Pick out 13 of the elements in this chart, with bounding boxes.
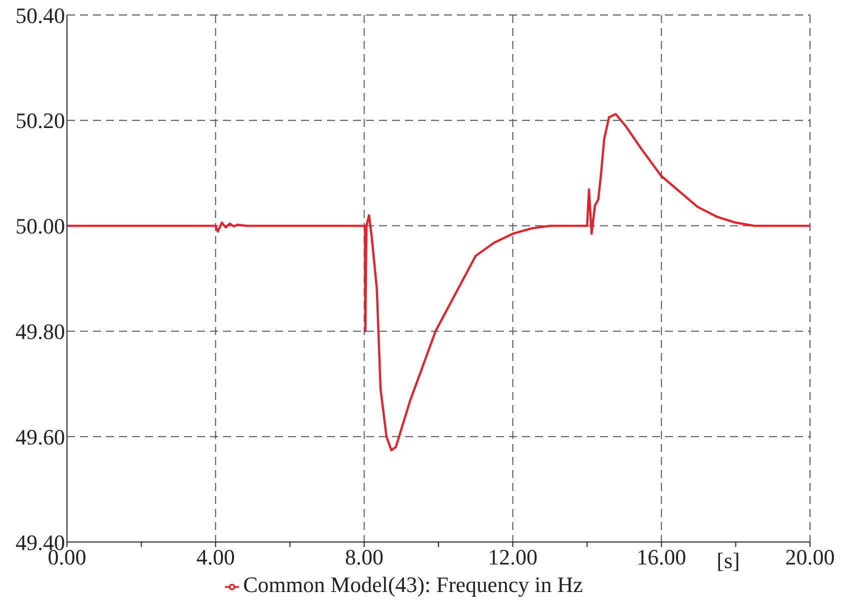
x-tick-label: 4.00	[196, 544, 235, 570]
y-tick-label: 49.80	[16, 319, 65, 344]
y-tick-label: 50.20	[16, 108, 65, 134]
x-tick-label: 12.00	[488, 544, 538, 570]
line-series	[67, 112, 810, 452]
y-tick-label: 50.00	[16, 214, 65, 239]
x-axis-title: [s]	[716, 548, 740, 573]
x-tick-label: 16.00	[636, 544, 686, 570]
y-tick-label: 49.60	[16, 424, 65, 450]
x-tick-label: 8.00	[344, 544, 384, 570]
y-tick-label: 50.40	[16, 2, 65, 28]
x-tick-label: 20.00	[785, 544, 835, 570]
legend-label: Common Model(43): Frequency in Hz	[243, 572, 583, 597]
